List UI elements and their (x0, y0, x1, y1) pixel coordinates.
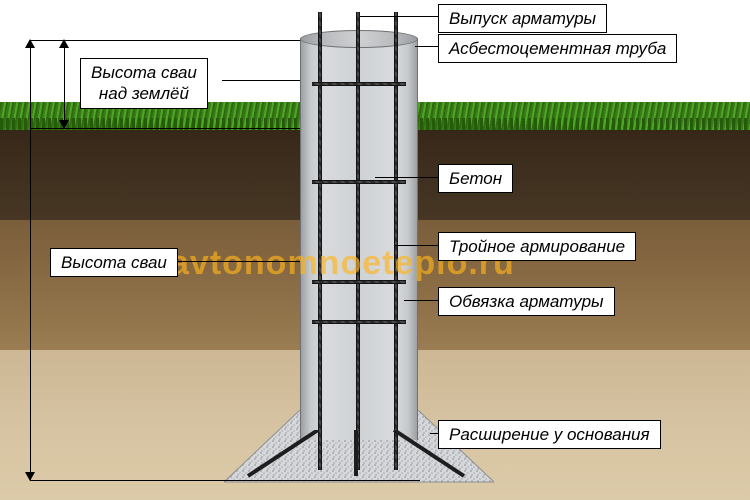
leader-line (415, 46, 438, 47)
label-full-height: Высота сваи (50, 248, 178, 277)
label-above-ground: Высота сваи над землёй (80, 58, 208, 109)
label-tie: Обвязка арматуры (438, 287, 615, 316)
label-triple-rebar: Тройное армирование (438, 232, 636, 261)
measure-full-height (30, 40, 31, 480)
leader-line (222, 80, 300, 81)
leader-line (404, 300, 438, 301)
diagram-canvas: avtonomnoeteplo.ru Выпуск арматуры Асбес… (0, 0, 750, 500)
rebar-tie (312, 82, 406, 86)
measure-above-ground (64, 40, 65, 128)
label-widening: Расширение у основания (438, 420, 661, 449)
measure-tick (30, 480, 420, 481)
measure-tick (30, 40, 300, 41)
rebar-vertical (318, 12, 322, 470)
leader-line (375, 177, 438, 178)
rebar-tie (312, 280, 406, 284)
label-rebar-out: Выпуск арматуры (438, 4, 607, 33)
leader-line (430, 433, 438, 434)
leader-line (360, 16, 438, 17)
leader-line (175, 261, 300, 262)
leader-line (395, 245, 438, 246)
rebar-vertical (356, 12, 360, 470)
measure-tick (30, 128, 300, 129)
label-tube: Асбестоцементная труба (438, 34, 677, 63)
rebar-tie (312, 320, 406, 324)
rebar-vertical (394, 12, 398, 470)
rebar-tie (312, 180, 406, 184)
label-concrete: Бетон (438, 164, 513, 193)
